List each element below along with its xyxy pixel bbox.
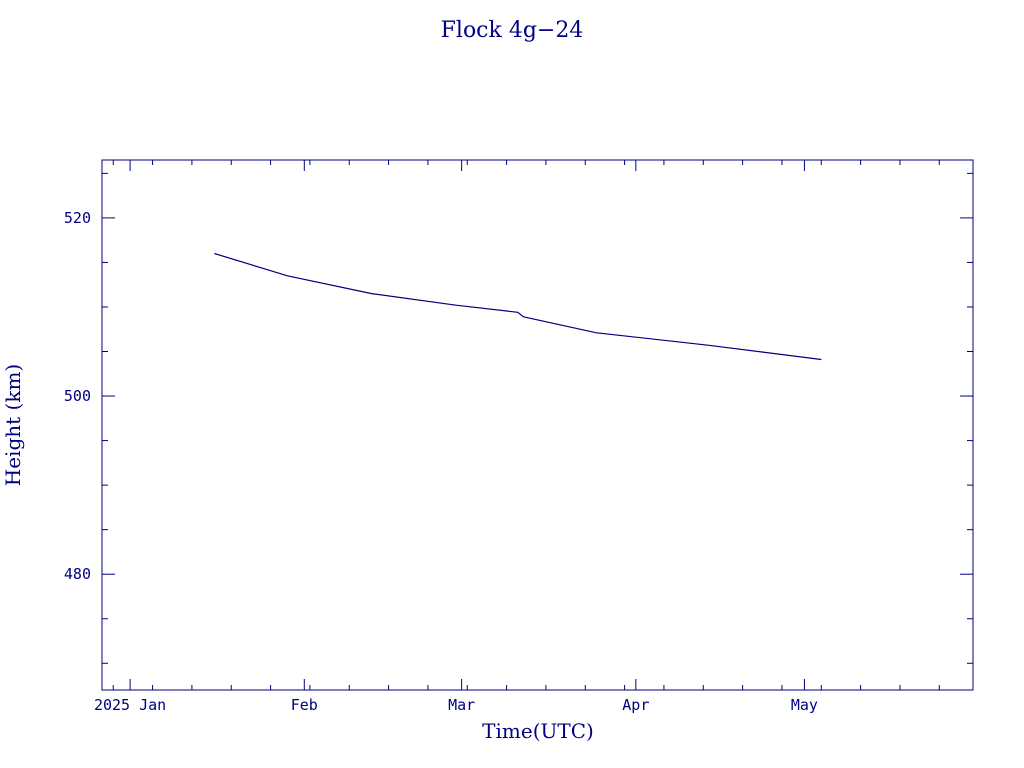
plot-frame (101, 159, 974, 691)
x-tick-label: 2025 Jan (94, 696, 166, 714)
y-tick-label: 520 (64, 209, 91, 227)
height-series-line (214, 252, 822, 361)
chart-title: Flock 4g−24 (441, 18, 584, 43)
x-tick-label: Apr (622, 696, 649, 714)
x-tick-label: May (791, 696, 818, 714)
y-axis-label: Height (km) (1, 364, 25, 486)
x-axis-label: Time(UTC) (482, 719, 594, 743)
y-axis-tick-labels: 480 500 520 (64, 209, 91, 583)
y-tick-label: 500 (64, 387, 91, 405)
y-axis-ticks (102, 172, 973, 664)
x-tick-label: Mar (448, 696, 475, 714)
x-tick-label: Feb (291, 696, 318, 714)
x-axis-tick-labels: 2025 Jan Feb Mar Apr May (94, 696, 818, 714)
x-axis-ticks (112, 160, 940, 690)
y-tick-label: 480 (64, 565, 91, 583)
